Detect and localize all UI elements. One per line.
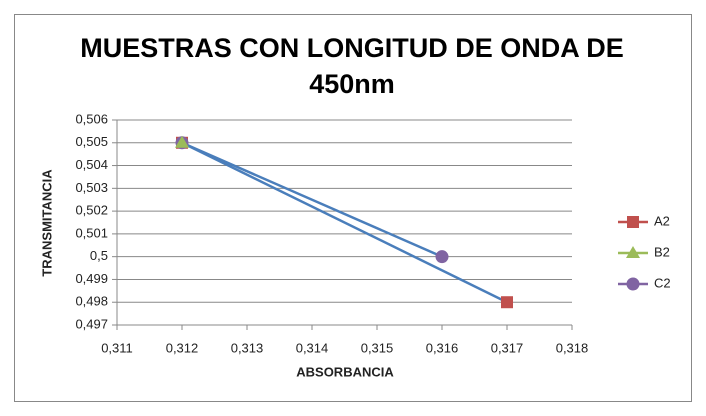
series-line: [181, 141, 443, 258]
y-tick-label: 0,504: [75, 157, 108, 172]
x-tick-label: 0,315: [361, 340, 394, 355]
legend-marker: [626, 246, 640, 258]
y-tick-label: 0,498: [75, 294, 108, 309]
x-tick-label: 0,313: [231, 340, 264, 355]
y-tick-label: 0,497: [75, 316, 108, 331]
y-tick-label: 0,505: [75, 134, 108, 149]
y-axis-title: TRANSMITANCIA: [39, 169, 54, 277]
legend-label: C2: [654, 275, 671, 290]
x-tick-label: 0,311: [101, 340, 133, 355]
legend-marker: [627, 216, 639, 228]
x-axis-title: ABSORBANCIA: [296, 364, 394, 379]
legend-label: B2: [654, 244, 670, 259]
chart-title: MUESTRAS CON LONGITUD DE ONDA DE: [80, 33, 624, 63]
x-tick-label: 0,316: [426, 340, 459, 355]
legend-label: A2: [654, 213, 670, 228]
x-tick-label: 0,314: [296, 340, 329, 355]
y-tick-label: 0,499: [75, 271, 108, 286]
point: [435, 250, 449, 264]
y-tick-label: 0,502: [75, 203, 108, 218]
y-tick-label: 0,503: [75, 180, 108, 195]
y-tick-label: 0,501: [75, 225, 108, 240]
y-tick-label: 0,5: [90, 248, 108, 263]
series-line: [181, 141, 508, 304]
x-tick-label: 0,317: [491, 340, 524, 355]
point: [501, 296, 513, 309]
chart-title: 450nm: [309, 69, 395, 99]
legend-marker: [626, 277, 640, 291]
chart-border: [14, 14, 692, 402]
x-tick-label: 0,312: [166, 340, 199, 355]
point: [175, 135, 189, 148]
y-tick-label: 0,506: [75, 111, 108, 126]
x-tick-label: 0,318: [556, 340, 589, 355]
